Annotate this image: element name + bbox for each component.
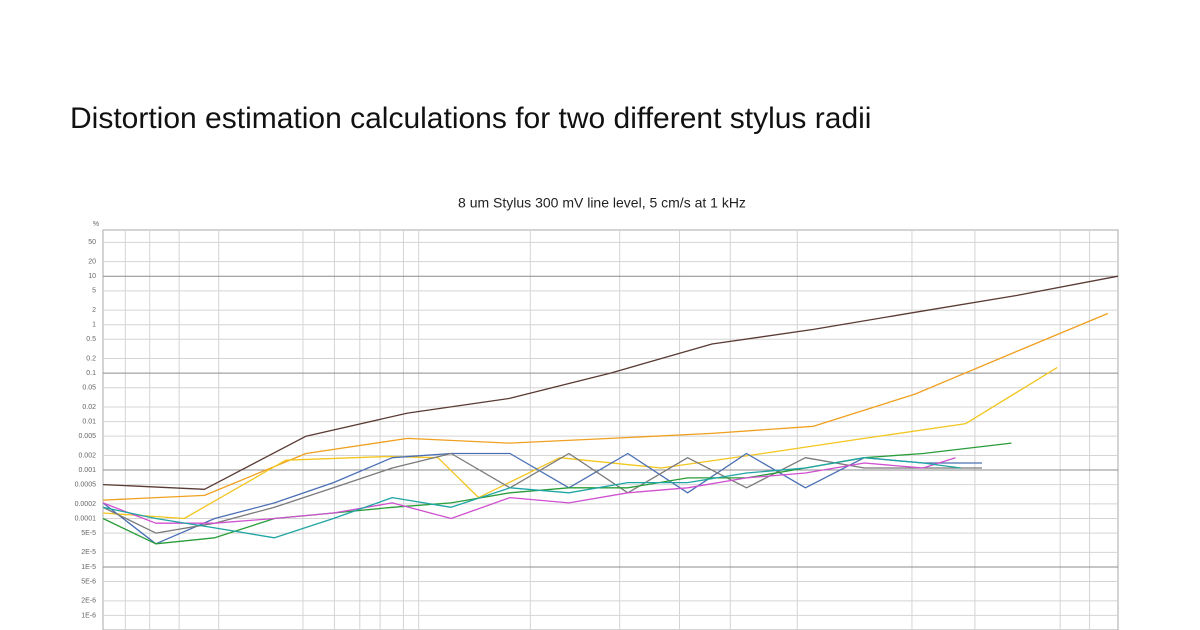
y-tick-label: 0.002 [78,452,96,459]
document-title: Distortion estimation calculations for t… [70,102,872,135]
y-tick-label: 0.02 [82,404,96,411]
y-tick-label: 50 [88,239,96,246]
y-tick-label: 5E-5 [81,530,96,537]
y-tick-label: 1E-6 [81,612,96,619]
y-tick-label: 5 [92,288,96,295]
y-tick-label: 0.005 [78,433,96,440]
y-tick-label: 2E-5 [81,549,96,556]
y-tick-label: 2E-6 [81,598,96,605]
y-tick-label: 5E-6 [81,578,96,585]
y-tick-label: 0.2 [86,355,96,362]
y-tick-label: 0.01 [82,418,96,425]
y-tick-label: 0.0002 [75,501,97,508]
data-line [102,457,961,539]
y-tick-label: 0.001 [78,467,96,474]
plot-area [102,229,1119,630]
y-tick-label: 0.05 [82,385,96,392]
data-line [102,457,956,524]
y-tick-label: 0.5 [86,336,96,343]
y-tick-label: 1E-5 [81,564,96,571]
data-line [102,367,1058,520]
chart-title: 8 um Stylus 300 mV line level, 5 cm/s at… [458,195,746,211]
y-axis-label: % [93,221,99,228]
y-tick-label: 0.0001 [75,515,97,522]
y-tick-label: 0.1 [86,370,96,377]
y-tick-label: 2 [92,307,96,314]
y-tick-label: 0.0005 [75,481,97,488]
data-line [102,275,1119,490]
y-tick-label: 1 [92,322,96,329]
y-tick-label: 10 [88,273,96,280]
y-tick-label: 20 [88,258,96,265]
